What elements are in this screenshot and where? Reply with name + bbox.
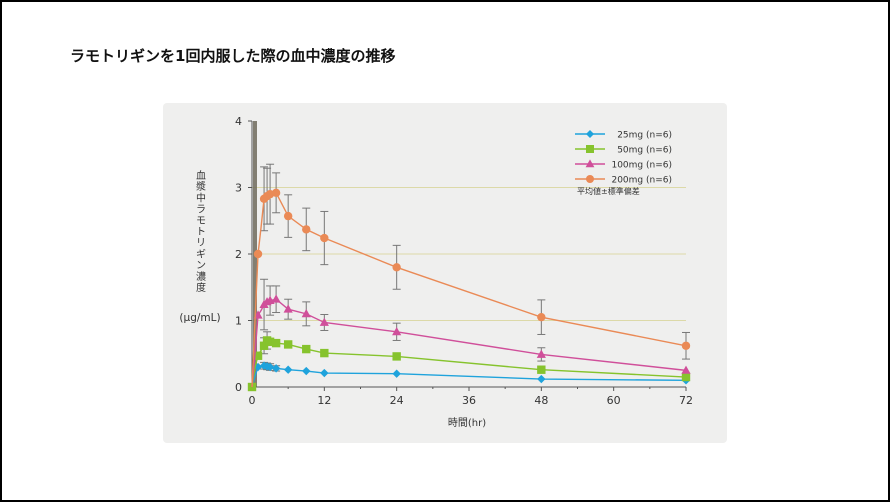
legend-label-2: 100mg (n=6) — [611, 161, 672, 171]
series-1-point-6 — [265, 337, 275, 346]
x-axis-label: 時間(hr) — [448, 417, 486, 429]
grid-layer — [252, 187, 686, 321]
x-tick-label-24: 24 — [390, 394, 404, 407]
series-layer — [247, 188, 691, 392]
y-axis-unit-label: (μg/mL) — [179, 312, 220, 324]
x-tick-label-48: 48 — [534, 394, 548, 407]
series-3-point-13 — [681, 341, 691, 350]
series-2-point-12 — [536, 349, 546, 358]
y-tick-label-3: 3 — [235, 182, 242, 195]
series-3-point-11 — [392, 263, 401, 272]
y-tick-label-2: 2 — [235, 248, 242, 261]
series-1-point-11 — [392, 352, 401, 361]
x-tick-label-0: 0 — [249, 394, 256, 407]
series-2-point-7 — [271, 294, 281, 303]
series-0-point-6 — [265, 362, 275, 372]
series-0-point-10 — [320, 368, 329, 378]
series-1-point-10 — [320, 348, 329, 358]
legend-marker-3 — [586, 175, 594, 183]
series-3-point-10 — [320, 233, 329, 243]
series-1-point-12 — [537, 365, 546, 374]
series-0-point-8 — [283, 365, 293, 374]
legend-note: 平均値±標準偏差 — [577, 186, 640, 196]
series-0-line — [251, 365, 687, 388]
series-1-point-2 — [253, 351, 263, 360]
series-2-point-13 — [681, 365, 691, 374]
series-0-point-12 — [537, 374, 546, 384]
y-tick-label-4: 4 — [235, 115, 242, 128]
legend-marker-2 — [585, 159, 595, 168]
series-2-point-11 — [392, 327, 402, 336]
legend-marker-0 — [586, 130, 594, 138]
x-tick-label-12: 12 — [317, 394, 331, 407]
series-3-point-8 — [283, 211, 293, 221]
series-1-point-8 — [283, 340, 293, 349]
series-3-point-7 — [271, 188, 281, 198]
legend-label-3: 200mg (n=6) — [611, 176, 672, 186]
legend-label-0: 25mg (n=6) — [617, 131, 672, 141]
legend-layer: 25mg (n=6) 50mg (n=6) 100mg (n=6) 200mg (n=… — [575, 130, 672, 186]
series-0-point-11 — [392, 369, 401, 378]
series-0-point-7 — [271, 364, 281, 373]
series-0-point-9 — [302, 366, 311, 376]
series-3-line — [251, 192, 687, 388]
y-tick-label-1: 1 — [235, 315, 242, 328]
x-tick-label-36: 36 — [462, 394, 476, 407]
series-1-point-4 — [259, 341, 269, 350]
series-3-point-12 — [537, 312, 546, 322]
x-tick-label-72: 72 — [679, 394, 693, 407]
series-2-point-10 — [319, 317, 329, 326]
page-title: ラモトリギンを1回内服した際の血中濃度の推移 — [70, 47, 396, 65]
series-1-point-9 — [302, 344, 311, 354]
x-tick-label-60: 60 — [607, 394, 621, 407]
y-tick-label-0: 0 — [235, 381, 242, 394]
series-2-point-9 — [301, 309, 311, 318]
series-1-point-13 — [681, 372, 691, 382]
legend-label-1: 50mg (n=6) — [617, 146, 672, 156]
legend-marker-1 — [586, 145, 594, 153]
series-2-point-8 — [283, 304, 293, 313]
series-3-point-9 — [302, 225, 311, 234]
series-1-point-7 — [271, 338, 281, 348]
series-3-point-2 — [253, 249, 263, 259]
y-axis-label: 血漿中ラモトリギン濃度 — [196, 169, 206, 294]
